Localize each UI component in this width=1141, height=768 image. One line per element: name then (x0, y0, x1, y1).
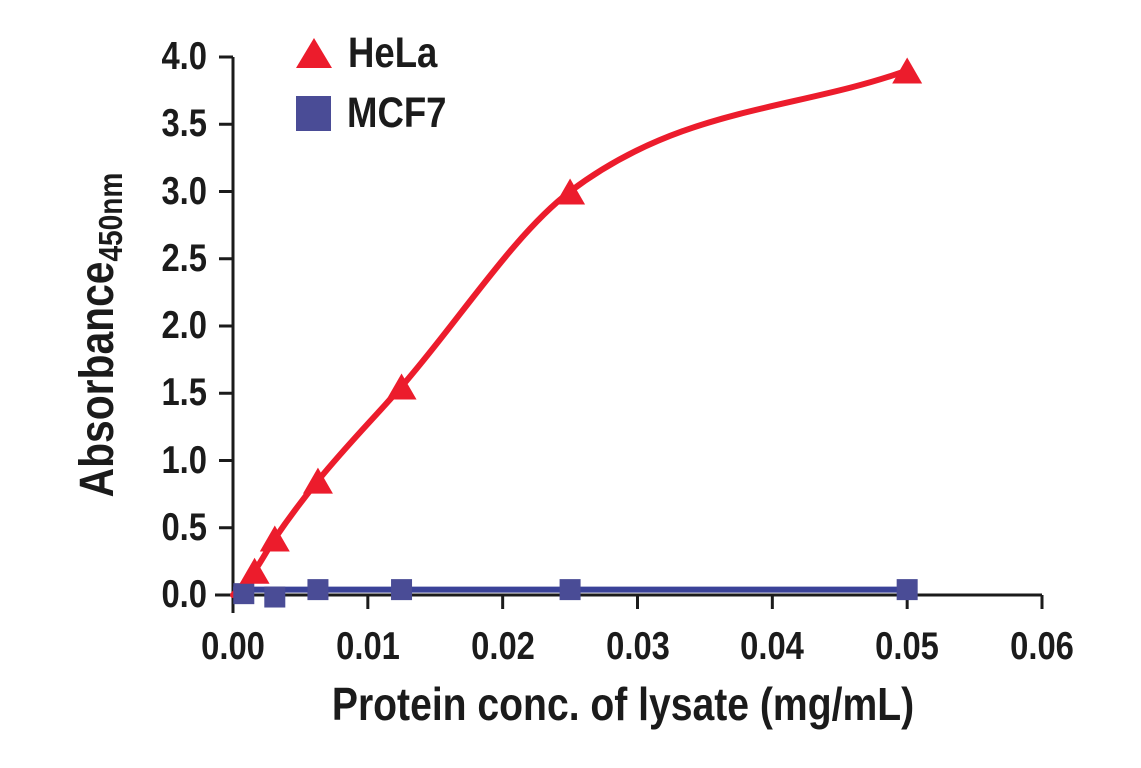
y-tick-label: 1.5 (161, 371, 207, 415)
mcf7-point-marker (559, 579, 581, 601)
legend-label-mcf7: MCF7 (347, 89, 447, 137)
legend-label-hela: HeLa (348, 29, 438, 77)
x-tick-label: 0.06 (1010, 625, 1074, 668)
mcf7-point-marker (896, 579, 918, 601)
mcf7-point-marker (307, 579, 329, 601)
mcf7-point-marker (233, 583, 255, 605)
x-tick-label: 0.05 (875, 625, 940, 668)
x-tick-label: 0.04 (740, 625, 805, 668)
x-tick-label: 0.03 (605, 625, 670, 668)
y-tick-label: 1.0 (161, 438, 207, 482)
y-axis-title-subscript: 450nm (92, 172, 129, 262)
hela-point-marker (239, 557, 270, 584)
y-tick-label: 0.5 (161, 505, 207, 549)
hela-point-marker (259, 525, 290, 552)
hela-point-marker (386, 373, 417, 400)
legend-item-hela: HeLa (296, 30, 453, 76)
hela-point-marker (302, 467, 333, 494)
x-tick-label: 0.01 (335, 625, 400, 668)
y-tick-label: 2.0 (161, 304, 207, 347)
y-axis-title-text: Absorbance (71, 261, 124, 498)
x-tick-label: 0.02 (470, 625, 535, 668)
y-tick-label: 4.0 (161, 35, 207, 78)
mcf7-square-icon (296, 95, 331, 131)
y-axis-title: Absorbance450nm (71, 172, 129, 498)
y-tick-label: 3.5 (161, 102, 207, 146)
hela-point-marker (555, 178, 586, 205)
mcf7-point-marker (264, 586, 286, 608)
y-tick-label: 0.0 (161, 573, 207, 616)
mcf7-point-marker (391, 579, 413, 601)
x-axis-title: Protein conc. of lysate (mg/mL) (331, 678, 915, 730)
hela-fit-curve (230, 67, 911, 598)
hela-triangle-icon (296, 38, 332, 68)
hela-point-marker (892, 57, 923, 84)
y-tick-label: 3.0 (161, 169, 207, 213)
y-tick-label: 2.5 (161, 236, 207, 280)
legend-item-mcf7: MCF7 (296, 90, 464, 136)
x-tick-label: 0.00 (201, 625, 265, 668)
